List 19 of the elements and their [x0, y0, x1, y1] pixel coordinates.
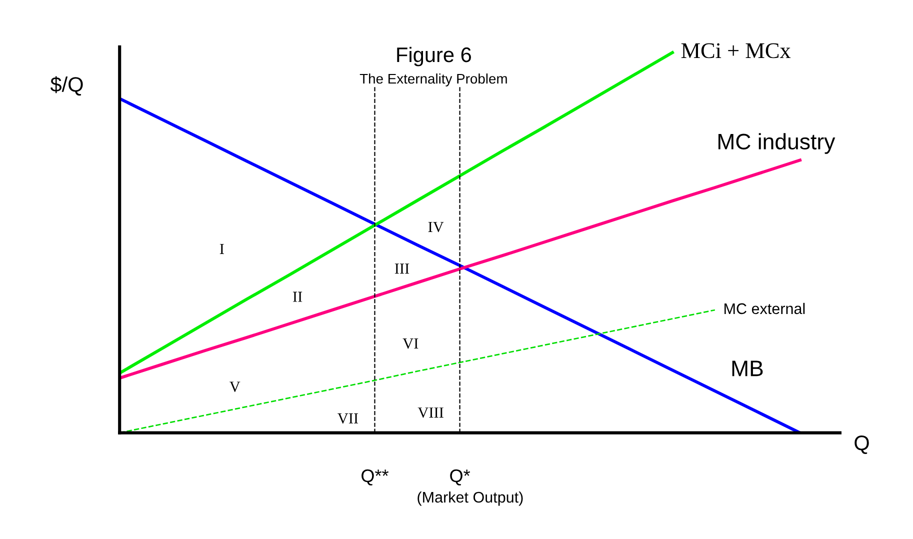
annotation: IV: [428, 222, 444, 232]
annotation: VII: [338, 413, 358, 424]
x-tick-label: Q*: [450, 469, 470, 486]
annotation: V: [230, 382, 240, 392]
series-label: MCi + MCx: [681, 43, 791, 58]
y-axis-title: $/Q: [50, 76, 83, 96]
annotation: VIII: [418, 408, 444, 418]
text: The Externality Problem: [360, 73, 507, 86]
x-tick-label: Q**: [362, 469, 389, 486]
annotation: VI: [402, 338, 418, 349]
series-label: MB: [732, 360, 763, 376]
x-axis-title: Q: [854, 436, 869, 454]
series-label: MC industry: [718, 133, 836, 154]
series-label: MC external: [724, 302, 805, 314]
chart-title: Figure 6: [397, 46, 471, 66]
annotation: II: [292, 292, 302, 302]
text: (Market Output): [418, 491, 523, 506]
annotation: I: [220, 244, 224, 254]
annotation: III: [394, 264, 410, 274]
